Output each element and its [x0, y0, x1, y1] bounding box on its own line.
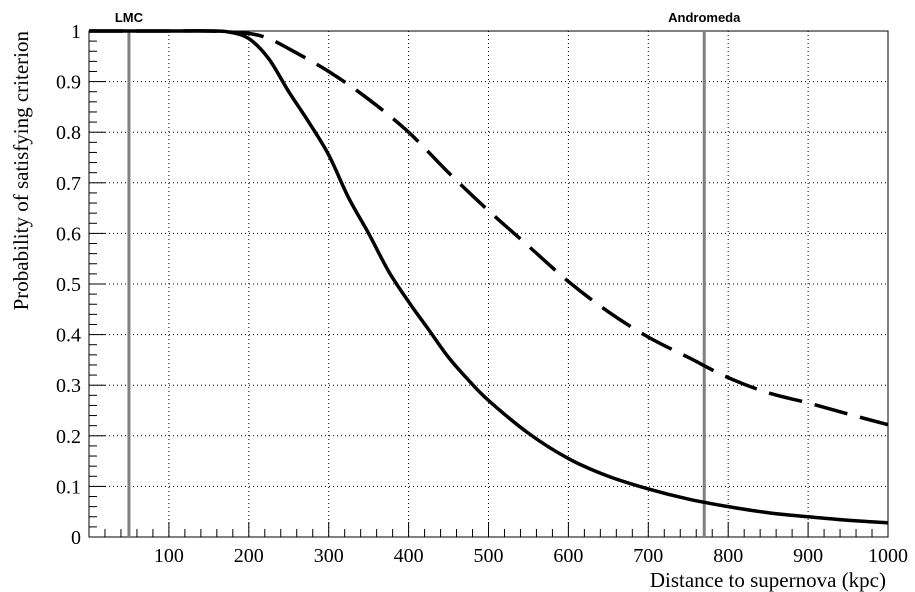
y-axis-title: Probability of satisfying criterion — [9, 31, 33, 311]
y-tick-label: 0.5 — [56, 274, 81, 296]
y-tick-label: 0.3 — [56, 375, 81, 397]
x-tick-label: 900 — [793, 545, 823, 567]
marker-label: LMC — [115, 10, 144, 25]
series-line-solid — [89, 29, 889, 525]
ticks — [88, 30, 889, 538]
y-tick-label: 1 — [71, 21, 81, 43]
x-tick-label: 600 — [553, 545, 583, 567]
series-line-dashed — [89, 29, 889, 427]
series-lines — [89, 29, 889, 525]
x-tick-label: 100 — [154, 545, 184, 567]
x-tick-label: 1000 — [868, 545, 908, 567]
y-tick-label: 0 — [71, 527, 81, 549]
y-tick-label: 0.8 — [56, 122, 81, 144]
y-tick-label: 0.2 — [56, 426, 81, 448]
x-tick-label: 800 — [713, 545, 743, 567]
x-tick-label: 500 — [474, 545, 504, 567]
y-tick-label: 0.1 — [56, 476, 81, 498]
y-tick-label: 0.4 — [56, 325, 81, 347]
x-tick-label: 700 — [633, 545, 663, 567]
y-tick-label: 0.9 — [56, 72, 81, 94]
x-tick-label: 200 — [234, 545, 264, 567]
x-axis-title: Distance to supernova (kpc) — [650, 568, 886, 592]
tick-labels: 100 200 300 400 500 600 700 800 900 1000 0 0.1 0.2 0.… — [56, 21, 908, 567]
y-tick-label: 0.7 — [56, 173, 81, 195]
distance-markers: LMC Andromeda — [115, 10, 741, 537]
x-tick-label: 400 — [394, 545, 424, 567]
y-tick-label: 0.6 — [56, 223, 81, 245]
grid — [89, 31, 888, 537]
marker-label: Andromeda — [668, 10, 741, 25]
x-tick-label: 300 — [314, 545, 344, 567]
